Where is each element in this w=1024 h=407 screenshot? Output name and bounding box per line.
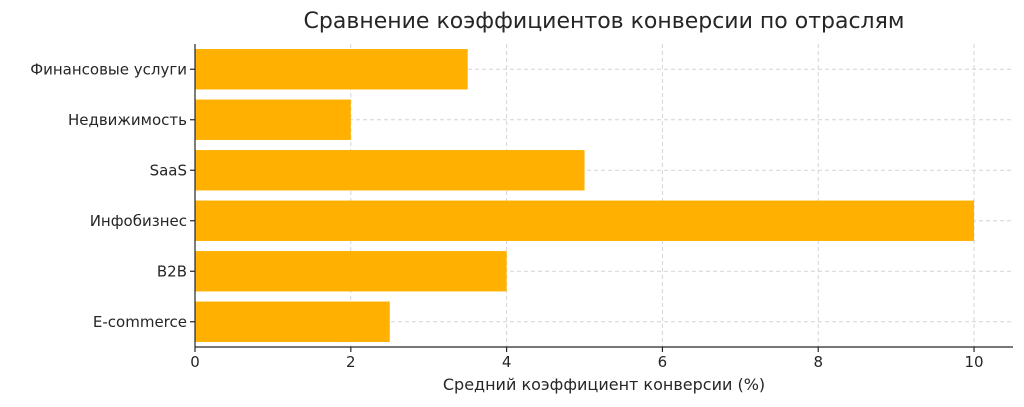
x-tick-label: 8	[813, 353, 823, 371]
bar	[195, 99, 351, 140]
y-tick-label: Инфобизнес	[90, 212, 187, 230]
bar	[195, 200, 975, 241]
x-tick-label: 10	[965, 353, 984, 371]
x-tick-label: 2	[346, 353, 356, 371]
axes: 0 2 4 6 8 10 E-commerce B2B Инфобизнес SaaS Недвиж…	[30, 44, 1013, 371]
bars	[195, 49, 975, 342]
y-tick-label: Финансовые услуги	[30, 60, 187, 78]
y-tick-label: Недвижимость	[68, 111, 187, 129]
y-tick-label: E-commerce	[93, 313, 187, 331]
bar	[195, 251, 507, 292]
x-tick-label: 0	[190, 353, 200, 371]
bar	[195, 49, 468, 90]
bar	[195, 301, 390, 342]
x-tick-label: 6	[658, 353, 668, 371]
x-tick-label: 4	[502, 353, 512, 371]
x-axis-label: Средний коэффициент конверсии (%)	[443, 375, 765, 394]
y-tick-label: B2B	[157, 262, 187, 280]
y-tick-label: SaaS	[150, 161, 187, 179]
bar	[195, 150, 585, 191]
chart-title: Сравнение коэффициентов конверсии по отр…	[304, 9, 905, 34]
